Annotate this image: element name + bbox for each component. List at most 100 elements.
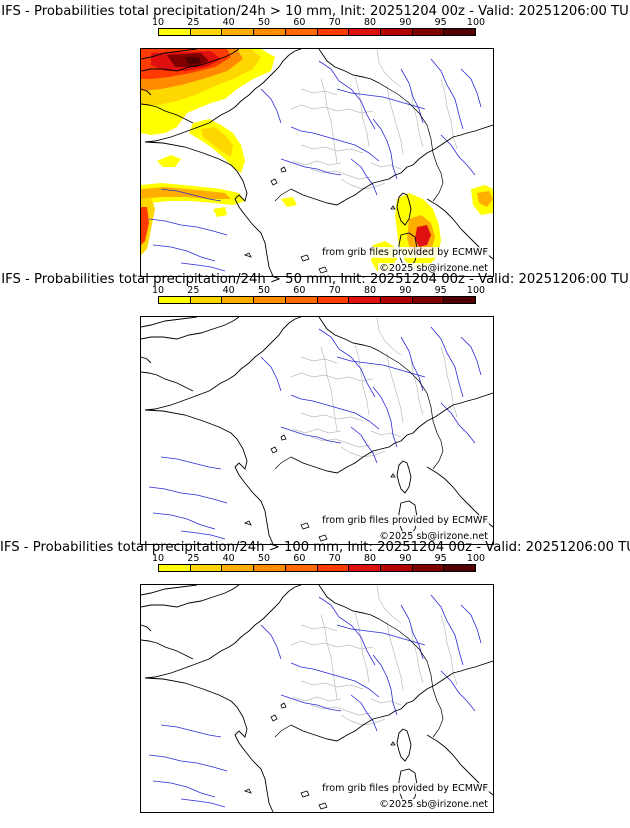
colorbar-tick-label: 80 [363, 17, 377, 28]
region-border [292, 696, 342, 702]
colorbar-swatches [158, 564, 476, 572]
colorbar-swatch [444, 565, 476, 571]
forecast-panel: IFS - Probabilities total precipitation/… [0, 268, 630, 545]
colorbar-swatch [317, 565, 350, 571]
country-border [432, 432, 444, 470]
panel-title: IFS - Probabilities total precipitation/… [1, 272, 629, 287]
colorbar-swatch [349, 565, 381, 571]
river [430, 594, 464, 666]
colorbar-swatch [285, 565, 318, 571]
river [180, 530, 226, 540]
colorbar-tick-labels: 10 25 40 50 60 70 80 90 95 100 [152, 553, 485, 564]
data-source-credit: from grib files provided by ECMWF [321, 783, 489, 794]
region-border [354, 612, 370, 684]
colorbar-tick-label: 50 [257, 17, 271, 28]
map-frame: from grib files provided by ECMWF ©2025 s… [140, 48, 494, 277]
region-border [354, 76, 370, 148]
country-border [432, 164, 444, 202]
island-outline [396, 192, 412, 226]
colorbar-swatch [254, 29, 286, 35]
region-border [376, 585, 402, 624]
colorbar-tick-label: 10 [151, 285, 165, 296]
region-border [410, 356, 424, 416]
river [372, 118, 398, 180]
island-outline [396, 460, 412, 494]
colorbar-tick-label: 100 [466, 553, 486, 564]
region-border [300, 624, 338, 632]
region-border [410, 624, 424, 684]
river [318, 328, 376, 398]
colorbar-swatch [412, 29, 445, 35]
region-border [440, 614, 458, 686]
region-border [440, 78, 458, 150]
region-border [300, 144, 364, 154]
region-border [370, 430, 402, 438]
region-border [310, 436, 372, 448]
colorbar-swatch [190, 565, 223, 571]
copyright-credit: ©2025 sb@irizone.net [378, 799, 489, 810]
colorbar-swatch [159, 565, 191, 571]
river [400, 604, 424, 660]
country-border [274, 188, 292, 202]
colorbar-swatch [380, 297, 413, 303]
region-border [290, 372, 374, 382]
river [400, 336, 424, 392]
colorbar-tick-label: 95 [434, 17, 447, 28]
rivers [148, 326, 482, 540]
colorbar-swatch [349, 297, 381, 303]
forecast-panel: IFS - Probabilities total precipitation/… [0, 0, 630, 277]
colorbar-swatch [412, 565, 445, 571]
colorbar-tick-label: 10 [151, 553, 165, 564]
colorbar-swatch [444, 297, 476, 303]
river [460, 336, 482, 376]
colorbar-tick-label: 70 [328, 17, 341, 28]
coastline [290, 660, 493, 742]
precipitation-probability-areas [141, 49, 493, 271]
river [460, 68, 482, 108]
colorbar-swatch [159, 297, 191, 303]
region-border [310, 168, 372, 180]
colorbar-tick-label: 80 [363, 553, 377, 564]
river [260, 88, 282, 124]
colorbar-swatch [412, 297, 445, 303]
colorbar-tick-label: 10 [151, 17, 165, 28]
region-border [300, 412, 364, 422]
coastline [290, 392, 493, 474]
river [180, 798, 226, 808]
colorbar-tick-label: 70 [328, 553, 341, 564]
region-border [386, 84, 404, 156]
small-islands [243, 434, 396, 542]
colorbar-tick-label: 60 [293, 553, 306, 564]
region-border [320, 346, 338, 432]
coastlines [141, 585, 493, 812]
river [440, 402, 476, 444]
panel-title: IFS - Probabilities total precipitation/… [1, 4, 629, 19]
colorbar-tick-label: 50 [257, 285, 271, 296]
river [350, 694, 378, 732]
rivers [148, 594, 482, 808]
region-border [370, 698, 402, 706]
river [400, 68, 424, 124]
region-border [386, 620, 404, 692]
colorbar-tick-label: 60 [293, 17, 306, 28]
colorbar-swatch [222, 297, 255, 303]
coastline [141, 317, 240, 340]
panel-title: IFS - Probabilities total precipitation/… [0, 540, 630, 555]
river [460, 604, 482, 644]
region-border [376, 49, 402, 88]
river [350, 426, 378, 464]
colorbar-swatch [159, 29, 191, 35]
colorbar-swatches [158, 296, 476, 304]
colorbar-tick-label: 25 [187, 17, 200, 28]
colorbar-swatch [254, 565, 286, 571]
coastline [141, 356, 194, 392]
colorbar-tick-label: 95 [434, 285, 447, 296]
coastline [141, 624, 194, 660]
river [290, 394, 380, 430]
colorbar-tick-label: 90 [399, 17, 412, 28]
river [180, 262, 226, 272]
colorbar-tick-label: 25 [187, 553, 200, 564]
map-frame: from grib files provided by ECMWF ©2025 s… [140, 316, 494, 545]
colorbar-swatch [222, 29, 255, 35]
precipitation-area [415, 225, 431, 247]
